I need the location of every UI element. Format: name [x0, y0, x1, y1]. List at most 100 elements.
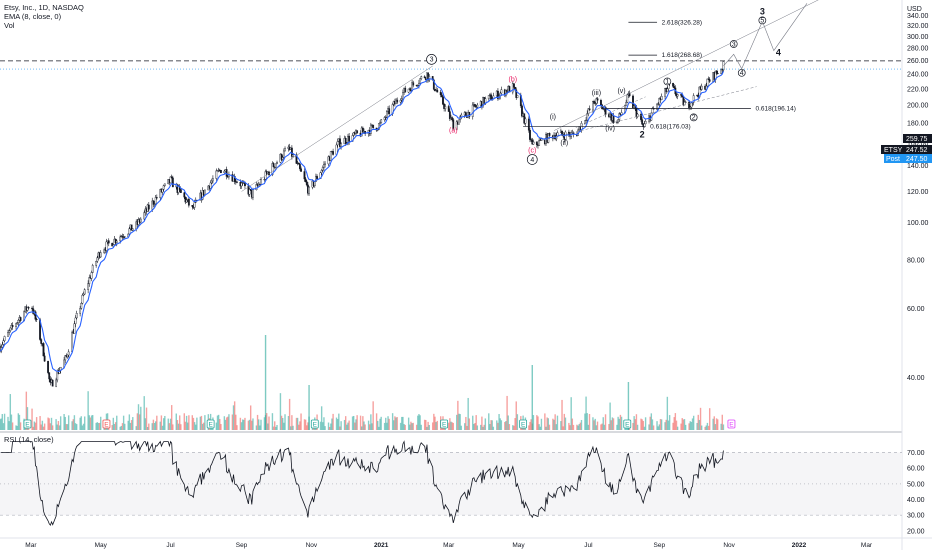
time-tick-label: Sep [654, 542, 666, 549]
earnings-badge[interactable] [727, 419, 736, 429]
volume-bar [81, 425, 84, 430]
candle-down [716, 73, 719, 75]
volume-bar [288, 398, 291, 430]
candle-up [105, 241, 108, 251]
ema-indicator-label[interactable]: EMA (8, close, 0) [4, 12, 62, 21]
volume-bar [25, 391, 28, 430]
volume-bar [283, 422, 285, 430]
earnings-badge[interactable] [102, 419, 111, 429]
volume-bar [572, 424, 575, 430]
volume-bar [491, 420, 493, 430]
earnings-badge[interactable] [23, 419, 32, 429]
volume-bar [467, 397, 469, 430]
candle-up [658, 97, 661, 105]
earnings-badge[interactable] [623, 419, 632, 429]
volume-bar [640, 418, 642, 430]
volume-bar [74, 423, 77, 430]
volume-bar [50, 417, 53, 430]
volume-bar [0, 418, 2, 430]
symbol-title[interactable]: Etsy, Inc., 1D, NASDAQ [4, 3, 84, 12]
volume-bar [271, 413, 274, 430]
candle-down [436, 89, 439, 93]
candle-down [356, 130, 359, 134]
candle-up [336, 141, 339, 146]
volume-bar [59, 416, 62, 430]
channel-upper-trendline [553, 0, 819, 131]
rsi-axis[interactable]: 20.00 30.00 40.00 50.00 60.00 70.00 [907, 450, 925, 535]
rsi-legend[interactable]: RSI (14, close) [4, 435, 54, 444]
volume-bar [291, 415, 293, 430]
volume-bar [656, 421, 658, 430]
candle-down [673, 86, 676, 89]
volume-bar [664, 422, 666, 430]
volume-bar [375, 413, 378, 430]
rsi-line [1, 440, 724, 527]
candle-up [584, 120, 586, 124]
volume-bar [395, 417, 397, 430]
volume-bar [668, 415, 671, 430]
volume-bar [295, 417, 298, 430]
volume-bar [483, 424, 485, 430]
candle-up [162, 185, 165, 190]
volume-bar [488, 413, 490, 430]
volume-bar [651, 419, 654, 430]
volume-bar [354, 422, 356, 430]
volume-bar [410, 421, 412, 430]
volume-bar [500, 420, 503, 430]
volume-bar [327, 422, 330, 430]
candle-down [432, 79, 435, 90]
volume-bar [49, 423, 52, 430]
volume-bar [187, 422, 189, 430]
price-tick-label: 140.00 [907, 163, 929, 170]
volume-bar [544, 413, 546, 430]
volume-bar [196, 417, 198, 430]
candle-down [474, 104, 476, 107]
wave-sub-4-label-ring [737, 68, 746, 77]
volume-bar [676, 426, 679, 430]
candle-up [683, 101, 686, 106]
volume-bar [241, 419, 244, 430]
annotations: 2.618(326.28) 1.618(268.68) 0.618(196.14) 0… [0, 0, 902, 192]
candle-up [416, 85, 419, 87]
wave-sub-1-label-ring [663, 77, 672, 86]
earnings-badge[interactable] [310, 419, 319, 429]
candle-up [17, 319, 20, 323]
candle-up [516, 95, 519, 98]
volume-bar [176, 420, 179, 430]
earnings-badge[interactable] [440, 419, 449, 429]
volume-bar [251, 420, 253, 430]
time-axis[interactable]: Mar May Jul Sep Nov 2021 Mar May Jul Sep Nov 2022 Ma… [25, 542, 873, 549]
earnings-badge-label: E [208, 422, 213, 429]
price-axis[interactable]: 40.00 60.00 80.00 100.00 120.00 140.00 160.00 1… [907, 13, 929, 382]
candle-down [452, 119, 455, 130]
volume-bar [322, 422, 324, 430]
earnings-badge[interactable] [519, 419, 528, 429]
earnings-badge[interactable] [206, 419, 215, 429]
candle-down [708, 79, 711, 82]
candle-up [385, 111, 388, 118]
volume-bar [162, 418, 165, 430]
volume-bar [564, 417, 567, 430]
volume-bar [320, 406, 323, 430]
volume-bar [425, 420, 427, 430]
volume-bar [401, 416, 403, 430]
volume-bar [498, 414, 500, 430]
volume-bar [419, 415, 421, 430]
earnings-badge-label: E [313, 422, 318, 429]
volume-bar [588, 413, 591, 430]
volume-bar [231, 414, 234, 430]
volume-bar [594, 418, 596, 430]
volume-bar [356, 415, 358, 430]
wave-circle-3-label-ring [426, 54, 437, 65]
candle-up [80, 303, 83, 309]
volume-bar [129, 422, 132, 430]
candle-up [418, 82, 420, 86]
candle-up [700, 85, 703, 90]
volume-bar [369, 424, 371, 430]
volume-bar [175, 413, 177, 430]
candle-down [588, 108, 591, 111]
rsi-indicator-label[interactable]: RSI (14, close) [4, 435, 54, 444]
volume-indicator-label[interactable]: Vol [4, 21, 15, 30]
